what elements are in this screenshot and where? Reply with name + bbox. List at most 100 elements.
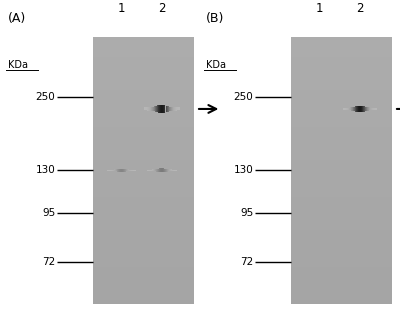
Bar xyxy=(93,70,194,74)
Bar xyxy=(93,84,194,87)
Bar xyxy=(93,197,194,200)
Bar xyxy=(93,300,194,304)
Bar xyxy=(291,184,392,187)
Bar xyxy=(291,147,392,150)
Text: 250: 250 xyxy=(234,92,254,102)
Bar xyxy=(291,247,392,250)
Bar xyxy=(291,197,392,200)
Bar xyxy=(291,124,392,127)
Bar xyxy=(291,47,392,50)
Text: 72: 72 xyxy=(240,257,254,267)
Bar xyxy=(93,254,194,257)
Text: 130: 130 xyxy=(36,165,56,175)
Bar xyxy=(291,194,392,197)
Bar xyxy=(291,127,392,130)
Bar xyxy=(291,100,392,104)
Bar xyxy=(291,270,392,274)
Bar xyxy=(291,37,392,40)
Bar xyxy=(291,230,392,234)
Bar xyxy=(291,57,392,60)
Bar xyxy=(93,260,194,264)
Bar xyxy=(93,290,194,294)
Bar xyxy=(93,127,194,130)
Bar xyxy=(291,44,392,47)
Bar xyxy=(291,97,392,100)
Bar xyxy=(93,114,194,117)
Bar xyxy=(291,157,392,160)
Bar xyxy=(93,180,194,184)
Bar xyxy=(291,144,392,147)
Bar xyxy=(93,204,194,207)
Bar xyxy=(291,204,392,207)
Bar xyxy=(291,37,392,304)
Bar xyxy=(291,224,392,227)
Bar xyxy=(93,54,194,57)
Bar xyxy=(291,254,392,257)
Bar xyxy=(93,247,194,250)
Bar xyxy=(291,280,392,284)
Bar xyxy=(93,97,194,100)
Text: 1: 1 xyxy=(118,3,125,15)
Bar xyxy=(93,60,194,64)
Bar xyxy=(291,87,392,90)
Bar xyxy=(93,167,194,170)
Bar xyxy=(291,177,392,180)
Bar xyxy=(291,110,392,114)
Bar xyxy=(93,74,194,77)
Bar xyxy=(93,217,194,220)
Bar xyxy=(291,40,392,44)
Bar xyxy=(291,164,392,167)
Bar xyxy=(93,207,194,210)
Bar xyxy=(291,277,392,280)
Bar xyxy=(93,100,194,104)
Bar xyxy=(291,234,392,237)
Bar xyxy=(93,164,194,167)
Bar xyxy=(93,220,194,224)
Bar xyxy=(93,44,194,47)
Bar xyxy=(291,137,392,140)
Bar xyxy=(93,117,194,120)
Bar xyxy=(93,170,194,174)
Text: (A): (A) xyxy=(8,12,26,25)
Bar xyxy=(93,240,194,244)
Bar xyxy=(93,287,194,290)
Bar xyxy=(93,154,194,157)
Bar xyxy=(291,140,392,144)
Text: 72: 72 xyxy=(42,257,56,267)
Bar xyxy=(291,220,392,224)
Bar xyxy=(93,107,194,110)
Bar xyxy=(291,294,392,297)
Text: 95: 95 xyxy=(240,208,254,218)
Bar xyxy=(291,274,392,277)
Bar xyxy=(291,134,392,137)
Bar xyxy=(291,227,392,230)
Bar xyxy=(291,257,392,260)
Text: (B): (B) xyxy=(206,12,224,25)
Bar xyxy=(291,170,392,174)
Bar xyxy=(291,67,392,70)
Text: 130: 130 xyxy=(234,165,254,175)
Bar xyxy=(291,267,392,270)
Text: 1: 1 xyxy=(316,3,323,15)
Bar xyxy=(93,257,194,260)
Bar xyxy=(93,150,194,154)
Bar xyxy=(291,190,392,194)
Bar xyxy=(93,157,194,160)
Bar xyxy=(291,187,392,190)
Bar xyxy=(291,260,392,264)
Bar xyxy=(291,107,392,110)
Bar xyxy=(291,237,392,240)
Bar xyxy=(93,234,194,237)
Bar xyxy=(291,84,392,87)
Bar xyxy=(93,37,194,304)
Bar xyxy=(291,70,392,74)
Bar xyxy=(291,167,392,170)
Bar xyxy=(93,297,194,300)
Bar xyxy=(93,147,194,150)
Bar xyxy=(291,250,392,254)
Bar xyxy=(291,207,392,210)
Bar xyxy=(93,124,194,127)
Bar xyxy=(291,130,392,134)
Bar xyxy=(93,237,194,240)
Bar xyxy=(93,224,194,227)
